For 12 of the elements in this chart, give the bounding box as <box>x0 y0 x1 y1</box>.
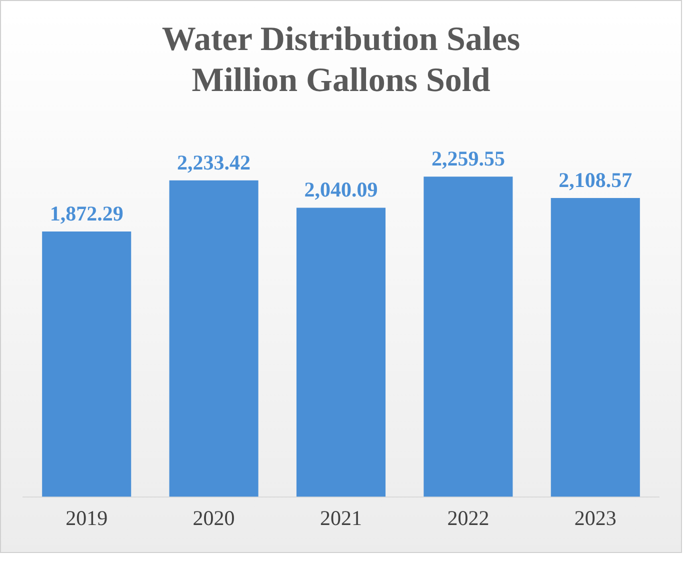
x-tick-label: 2019 <box>66 506 108 530</box>
data-label: 1,872.29 <box>50 201 124 226</box>
x-tick-label: 2023 <box>574 506 616 530</box>
data-label: 2,233.42 <box>177 150 251 174</box>
x-tick-label: 2021 <box>320 506 362 530</box>
chart-subtitle: Million Gallons Sold <box>192 62 490 99</box>
chart-title: Water Distribution Sales <box>162 21 520 58</box>
x-tick-label: 2022 <box>447 506 490 530</box>
x-tick-label: 2020 <box>192 506 235 530</box>
data-label: 2,259.55 <box>431 146 505 171</box>
data-label: 2,040.09 <box>304 178 378 202</box>
data-label: 2,108.57 <box>558 168 632 192</box>
